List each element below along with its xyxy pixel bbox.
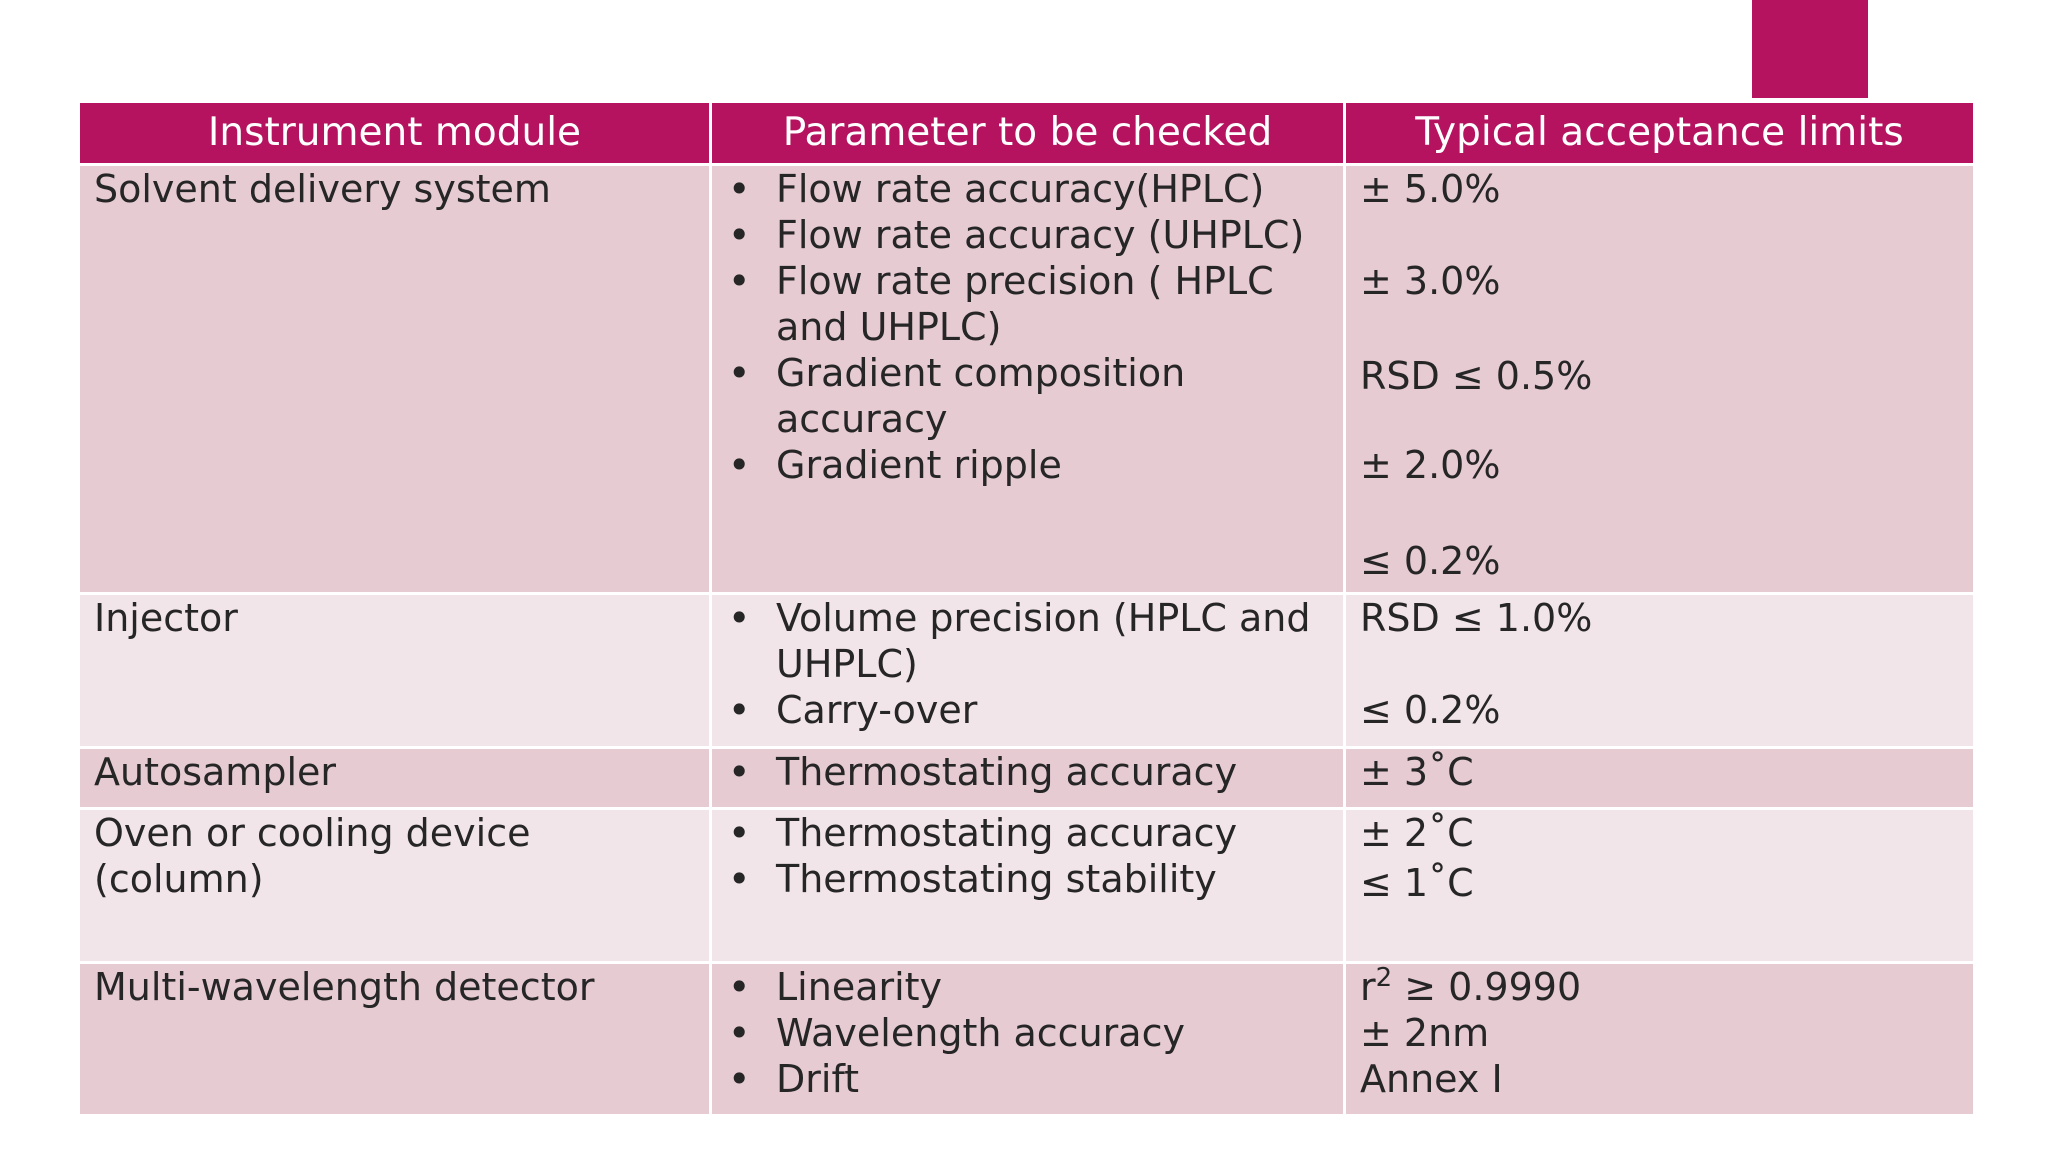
- limit-value: ± 5.0%: [1360, 167, 1501, 211]
- parameter-item: • Flow rate precision ( HPLC and UHPLC): [728, 259, 1274, 349]
- limits-cell: ± 2˚C ≤ 1˚C: [1343, 807, 1976, 964]
- parameter-item: • Linearity: [728, 965, 943, 1009]
- parameters-cell: • Thermostating accuracy • Thermostating s…: [709, 807, 1346, 964]
- bullet-icon: •: [728, 965, 751, 1009]
- parameters-cell: • Thermostating accuracy: [709, 746, 1346, 810]
- bullet-icon: •: [728, 688, 751, 732]
- limit-value: ± 2.0%: [1360, 443, 1501, 487]
- parameter-list: • Linearity • Wavelength accuracy • Drift: [726, 964, 1343, 1102]
- accent-tab: [1752, 0, 1868, 98]
- bullet-icon: •: [728, 351, 751, 395]
- limit-value: Annex I: [1360, 1057, 1503, 1101]
- table-header-row: Instrument module Parameter to be checke…: [77, 100, 1976, 166]
- parameter-list: • Volume precision (HPLC and UHPLC) • Carr…: [726, 595, 1343, 733]
- limits-cell: r2 ≥ 0.9990 ± 2nm Annex I: [1343, 961, 1976, 1117]
- parameter-item: • Flow rate accuracy (UHPLC): [728, 213, 1305, 257]
- limit-value: ± 3˚C: [1360, 750, 1474, 794]
- bullet-icon: •: [728, 857, 751, 901]
- limit-value: ± 2nm: [1360, 1011, 1490, 1055]
- parameter-item: • Wavelength accuracy: [728, 1011, 1185, 1055]
- parameter-item: • Carry-over: [728, 688, 978, 732]
- limits-cell: RSD ≤ 1.0% ≤ 0.2%: [1343, 592, 1976, 749]
- limit-value: ≤ 1˚C: [1360, 861, 1474, 905]
- module-cell: Autosampler: [77, 746, 712, 810]
- parameter-item: • Thermostating stability: [728, 857, 1217, 901]
- bullet-icon: •: [728, 167, 751, 211]
- parameter-item: • Flow rate accuracy(HPLC): [728, 167, 1265, 211]
- module-cell: Multi-wavelength detector: [77, 961, 712, 1117]
- bullet-icon: •: [728, 259, 751, 303]
- limit-value: ± 3.0%: [1360, 259, 1501, 303]
- parameter-list: • Thermostating accuracy • Thermostating s…: [726, 810, 1343, 902]
- parameter-item: • Gradient composition accuracy: [728, 351, 1186, 441]
- bullet-icon: •: [728, 1011, 751, 1055]
- bullet-icon: •: [728, 811, 751, 855]
- bullet-icon: •: [728, 750, 751, 794]
- parameters-cell: • Volume precision (HPLC and UHPLC) • Carr…: [709, 592, 1346, 749]
- parameter-list: • Thermostating accuracy: [726, 749, 1343, 795]
- parameters-cell: • Flow rate accuracy(HPLC) • Flow rate acc…: [709, 163, 1346, 595]
- limits-cell: ± 3˚C: [1343, 746, 1976, 810]
- table-row: Autosampler • Thermostating accuracy ± 3˚…: [77, 746, 1976, 810]
- limit-value: r2 ≥ 0.9990: [1360, 963, 1582, 1009]
- bullet-icon: •: [728, 1057, 751, 1101]
- parameter-item: • Volume precision (HPLC and UHPLC): [728, 596, 1311, 686]
- parameters-cell: • Linearity • Wavelength accuracy • Drift: [709, 961, 1346, 1117]
- parameter-item: • Thermostating accuracy: [728, 750, 1238, 794]
- bullet-icon: •: [728, 213, 751, 257]
- table-row: Multi-wavelength detector • Linearity • Wa…: [77, 961, 1976, 1117]
- limit-value: RSD ≤ 0.5%: [1360, 354, 1593, 398]
- parameter-item: • Gradient ripple: [728, 443, 1062, 487]
- bullet-icon: •: [728, 443, 751, 487]
- limit-value: ≤ 0.2%: [1360, 539, 1501, 583]
- limit-value: RSD ≤ 1.0%: [1360, 596, 1593, 640]
- bullet-icon: •: [728, 596, 751, 640]
- qualification-table: Instrument module Parameter to be checke…: [77, 100, 1976, 1117]
- parameter-list: • Flow rate accuracy(HPLC) • Flow rate acc…: [726, 166, 1343, 488]
- parameter-item: • Thermostating accuracy: [728, 811, 1238, 855]
- table-row: Oven or cooling device (column) • Thermos…: [77, 807, 1976, 964]
- header-instrument-module: Instrument module: [77, 100, 712, 166]
- limit-value: ≤ 0.2%: [1360, 688, 1501, 732]
- limits-cell: ± 5.0% ± 3.0% RSD ≤ 0.5% ± 2.0% ≤ 0.2%: [1343, 163, 1976, 595]
- module-cell: Injector: [77, 592, 712, 749]
- module-cell: Solvent delivery system: [77, 163, 712, 595]
- parameter-item: • Drift: [728, 1057, 860, 1101]
- header-parameter: Parameter to be checked: [709, 100, 1346, 166]
- header-acceptance-limits: Typical acceptance limits: [1343, 100, 1976, 166]
- module-cell: Oven or cooling device (column): [77, 807, 712, 964]
- table-row: Solvent delivery system • Flow rate accur…: [77, 163, 1976, 595]
- table-row: Injector • Volume precision (HPLC and UHP…: [77, 592, 1976, 749]
- limit-value: ± 2˚C: [1360, 811, 1474, 855]
